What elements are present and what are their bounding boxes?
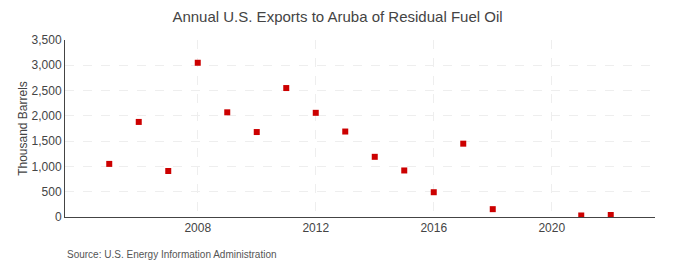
svg-text:2008: 2008 <box>184 221 211 235</box>
svg-text:2020: 2020 <box>538 221 565 235</box>
svg-text:2012: 2012 <box>302 221 329 235</box>
svg-text:2,500: 2,500 <box>32 84 62 98</box>
svg-text:3,000: 3,000 <box>32 58 62 72</box>
svg-text:0: 0 <box>55 210 62 224</box>
svg-text:3,500: 3,500 <box>32 33 62 47</box>
svg-text:2016: 2016 <box>420 221 447 235</box>
svg-text:1,500: 1,500 <box>32 134 62 148</box>
svg-text:1,000: 1,000 <box>32 160 62 174</box>
svg-text:Thousand Barrels: Thousand Barrels <box>16 81 30 176</box>
svg-text:2,000: 2,000 <box>32 109 62 123</box>
svg-text:500: 500 <box>42 185 62 199</box>
svg-text:Source: U.S. Energy Informatio: Source: U.S. Energy Information Administ… <box>67 249 277 260</box>
svg-text:Annual U.S. Exports to Aruba o: Annual U.S. Exports to Aruba of Residual… <box>172 8 502 25</box>
